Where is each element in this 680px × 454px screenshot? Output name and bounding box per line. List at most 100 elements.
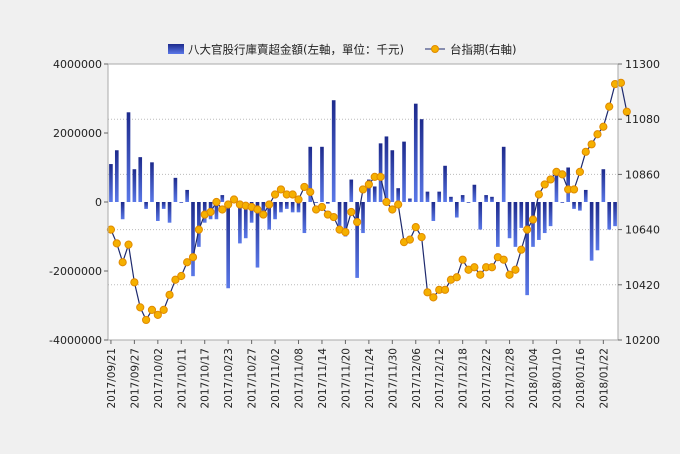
bar [378, 143, 383, 202]
index-point [382, 197, 391, 207]
index-point [159, 305, 168, 314]
bar [484, 195, 488, 202]
x-tick-label: 2017/12/28 [505, 348, 517, 409]
x-tick-label: 2017/10/17 [200, 348, 212, 409]
index-point [136, 303, 145, 312]
bar [613, 202, 617, 227]
x-tick-label: 2017/12/12 [434, 348, 446, 409]
bar [583, 189, 588, 202]
legend-bar-label: 八大官股行庫賣超金額(左軸，單位：千元) [188, 43, 404, 57]
right-tick-label: 10420 [625, 279, 660, 292]
bar [601, 169, 606, 202]
index-point [218, 205, 227, 214]
x-tick-label: 2017/10/02 [153, 348, 165, 409]
bar [120, 202, 125, 220]
x-tick-label: 2017/11/24 [364, 348, 376, 409]
bar [566, 167, 570, 202]
legend-line-marker [431, 45, 439, 53]
bar [425, 191, 430, 202]
bar [267, 202, 272, 230]
bar [372, 186, 377, 202]
bar [220, 195, 225, 202]
bar [390, 150, 395, 202]
index-point [499, 255, 508, 264]
index-point [364, 180, 373, 189]
bar [572, 202, 576, 209]
x-tick-label: 2018/01/10 [551, 348, 563, 409]
index-point [487, 263, 497, 272]
index-point [276, 185, 286, 194]
bar [419, 119, 424, 202]
bar [138, 157, 143, 202]
axes: 4000000 2000000 0 -2000000 -4000000 11300 1108… [49, 58, 660, 409]
index-point [294, 195, 303, 204]
bar [361, 202, 365, 234]
index-point [341, 228, 350, 237]
bar [355, 202, 359, 278]
index-point [470, 263, 479, 272]
index-point [581, 147, 590, 156]
bar [367, 179, 371, 202]
bar [519, 202, 524, 228]
bar [261, 202, 266, 216]
bar [144, 202, 148, 209]
x-tick-label: 2017/11/30 [387, 348, 399, 409]
index-point [177, 271, 186, 281]
bar [114, 150, 119, 202]
bar [472, 184, 477, 202]
bar [308, 146, 313, 202]
index-point [429, 293, 438, 302]
bar [449, 196, 453, 202]
index-point [569, 185, 579, 194]
bar [548, 202, 553, 227]
index-point [622, 107, 631, 116]
index-point [142, 315, 151, 325]
bar [537, 202, 541, 240]
bar [167, 202, 172, 223]
left-tick-label: 4000000 [53, 58, 102, 71]
bar [589, 202, 594, 261]
left-tick-label: 0 [95, 196, 102, 209]
bar [185, 189, 189, 202]
x-tick-label: 2017/11/02 [270, 348, 282, 409]
index-point [183, 258, 192, 267]
index-point [112, 239, 121, 248]
index-point [229, 195, 239, 204]
bar [531, 202, 535, 247]
x-tick-label: 2017/11/08 [294, 348, 306, 409]
bar [273, 202, 277, 220]
bar [302, 202, 307, 234]
bar [443, 165, 447, 202]
x-tick-label: 2017/09/27 [129, 348, 141, 409]
x-tick-label: 2017/11/14 [317, 348, 329, 409]
bar [284, 202, 289, 209]
index-point [206, 207, 215, 217]
bar [238, 202, 242, 244]
index-point [265, 200, 274, 209]
index-point [224, 200, 233, 209]
bar [349, 179, 354, 202]
index-point [188, 253, 198, 262]
index-point [423, 288, 432, 297]
right-tick-label: 11080 [625, 113, 660, 126]
index-point [405, 235, 414, 244]
bar [542, 202, 547, 234]
bar [296, 202, 301, 213]
index-point [171, 275, 180, 284]
index-point [505, 270, 514, 279]
index-point [253, 205, 262, 214]
bar [179, 202, 184, 203]
bar [525, 202, 529, 296]
index-point [358, 185, 368, 194]
bar [156, 202, 160, 221]
bar [320, 146, 324, 202]
index-point [599, 122, 608, 131]
index-point [587, 140, 596, 149]
index-point [118, 258, 127, 267]
x-tick-label: 2017/12/18 [458, 348, 470, 409]
bar [214, 202, 219, 220]
x-tick-label: 2018/01/16 [575, 348, 587, 409]
x-tick-label: 2018/01/04 [528, 348, 540, 409]
